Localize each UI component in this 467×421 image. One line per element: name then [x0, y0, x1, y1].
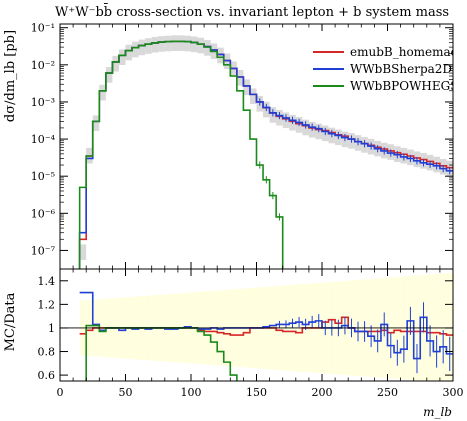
main-band-bar [125, 44, 133, 61]
main-band-bar [236, 70, 244, 86]
x-tick-label: 250 [377, 386, 398, 399]
main-band-bar [138, 39, 146, 56]
main-band-bar [249, 88, 257, 105]
chart-title: W⁺W⁻bb̄ cross-section vs. invariant lept… [55, 3, 449, 20]
x-axis-label: m_lb [423, 405, 452, 419]
main-band-bar [191, 36, 198, 53]
main-band-bar [105, 67, 113, 83]
main-band-bar [151, 36, 159, 53]
legend-label: emubB_homemade [350, 45, 465, 59]
main-band-bar [171, 35, 178, 51]
x-tick-label: 200 [312, 386, 333, 399]
ratio-tick-label: 0.6 [38, 369, 56, 382]
y-tick-label: 10⁻⁶ [31, 207, 56, 220]
ratio-band-bar [433, 274, 440, 381]
ratio-band-bar [446, 273, 453, 381]
main-band-bar [177, 35, 185, 51]
ratio-tick-label: 1.4 [38, 275, 56, 288]
y-tick-label: 10⁻⁵ [31, 170, 55, 183]
ratio-band-bar [439, 273, 447, 381]
main-band-bar [112, 55, 119, 72]
main-band-bar [92, 115, 100, 132]
main-band-bar [197, 37, 205, 54]
x-tick-label: 0 [57, 386, 64, 399]
y-tick-label: 10⁻⁷ [31, 244, 56, 257]
main-band-bar [230, 61, 237, 78]
series-line-WWbBPOWHEGS [78, 40, 284, 269]
main-band-bar [99, 84, 106, 101]
y-tick-label: 10⁻¹ [31, 22, 55, 35]
ratio-tick-label: 0.8 [38, 346, 56, 359]
legend-label: WWbBSherpa2DSc [350, 62, 467, 76]
main-band-bar [145, 38, 152, 54]
main-band-bar [158, 36, 165, 52]
y-tick-label: 10⁻⁴ [31, 133, 56, 146]
main-band-bar [164, 35, 172, 52]
x-tick-label: 50 [119, 386, 133, 399]
ratio-tick-label: 1.2 [38, 298, 56, 311]
legend-label: WWbBPOWHEGS [350, 79, 458, 93]
y-tick-label: 10⁻³ [31, 96, 55, 109]
main-band-bar [132, 41, 139, 58]
main-band-bar [243, 79, 250, 95]
y-axis-label: dσ/dm_lb [pb] [3, 30, 18, 122]
main-band-bar [118, 49, 126, 65]
main-band-bar [217, 47, 224, 64]
main-band-bar [79, 244, 87, 261]
x-tick-label: 300 [443, 386, 464, 399]
x-tick-label: 100 [181, 386, 202, 399]
y-tick-label: 10⁻² [31, 59, 55, 72]
ratio-y-axis-label: MC/Data [3, 292, 18, 351]
ratio-tick-label: 1 [48, 322, 55, 335]
x-tick-label: 150 [246, 386, 267, 399]
main-band-bar [184, 35, 191, 52]
